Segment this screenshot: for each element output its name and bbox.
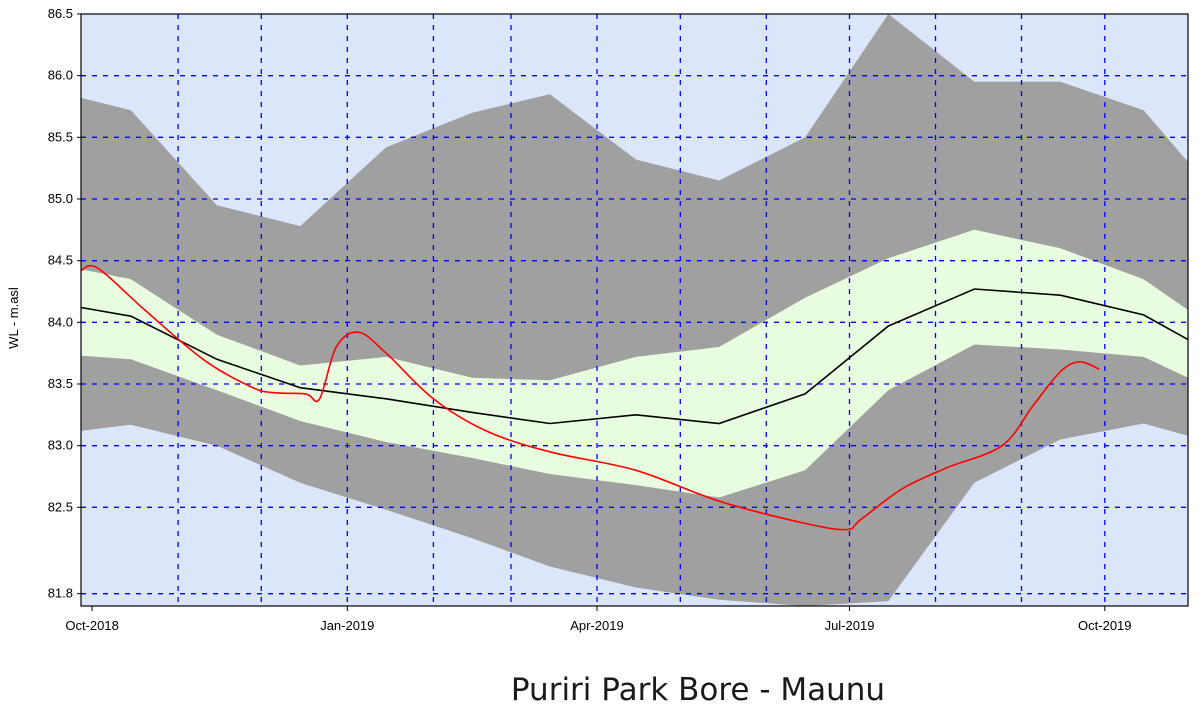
x-tick-label: Apr-2019 [570,618,623,633]
x-tick-label: Oct-2018 [65,618,118,633]
y-tick-label: 81.8 [48,586,73,601]
x-tick-label: Oct-2019 [1078,618,1131,633]
x-tick-label: Jul-2019 [825,618,875,633]
observed-line [80,264,1100,531]
y-tick-label: 85.5 [48,129,73,144]
series-lines [80,264,1189,531]
y-tick-label: 83.0 [48,438,73,453]
y-axis-ticks: 81.8 82.5 83.0 83.5 84.0 84.5 85.0 85.5 86.0 86.5 [48,6,81,601]
y-tick-label: 82.5 [48,499,73,514]
x-tick-label: Jan-2019 [320,618,374,633]
y-tick-label: 83.5 [48,376,73,391]
plot-frame [80,13,1189,607]
y-tick-label: 84.5 [48,253,73,268]
water-level-chart: 81.8 82.5 83.0 83.5 84.0 84.5 85.0 85.5 86.0 86.5… [6,6,1189,633]
y-tick-label: 84.0 [48,314,73,329]
y-tick-label: 86.5 [48,6,73,21]
outer-range-band [81,14,1188,606]
y-axis-label: WL - m.asl [6,287,21,349]
x-axis-ticks: Oct-2018 Jan-2019 Apr-2019 Jul-2019 Oct-2019 [65,606,1132,633]
inner-range-band [81,229,1188,498]
y-tick-label: 85.0 [48,191,73,206]
gridlines [81,14,1188,606]
percentile-bands [81,14,1188,606]
chart-caption: Puriri Park Bore - Maunu [510,672,886,708]
y-tick-label: 86.0 [48,68,73,83]
median-line [80,288,1189,425]
